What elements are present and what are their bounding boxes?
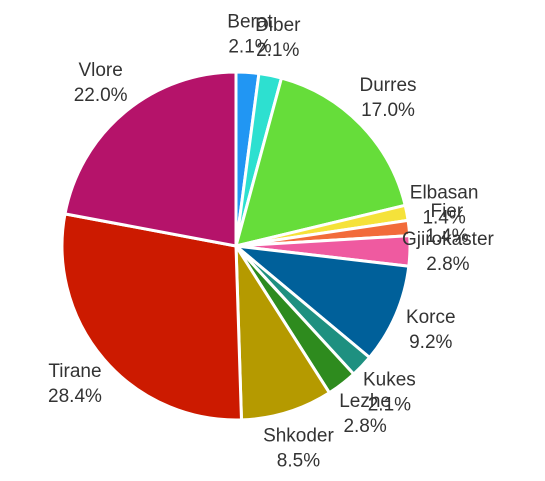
pie-slice — [234, 240, 332, 422]
slice-value-label: 28.4% — [48, 386, 102, 407]
slice-label: Diber — [255, 15, 301, 36]
slice-value-label: 22.0% — [74, 85, 128, 106]
slice-label: Shkoder — [263, 426, 334, 447]
slice-label: Berat — [227, 11, 273, 32]
pie-slice — [231, 243, 411, 360]
slice-value-label: 2.1% — [256, 40, 299, 61]
slice-value-label: 2.1% — [228, 36, 271, 57]
slice-label: Tirane — [48, 361, 101, 382]
slice-label: Gjirokaster — [402, 229, 495, 250]
slice-label: Elbasan — [410, 183, 479, 204]
pie-slice — [233, 76, 407, 249]
slice-value-label: 2.1% — [368, 394, 411, 415]
slice-value-label: 1.4% — [425, 226, 468, 247]
slice-value-label: 9.2% — [409, 332, 452, 353]
slice-label: Kukes — [363, 369, 416, 390]
pie-slice — [60, 212, 244, 422]
slice-value-label: 8.5% — [277, 451, 320, 472]
pie-slice — [63, 70, 238, 248]
slice-value-label: 2.8% — [343, 416, 386, 437]
slice-label: Lezhe — [339, 391, 391, 412]
slice-value-label: 17.0% — [361, 100, 415, 121]
slice-label: Vlore — [78, 60, 122, 81]
slice-label: Korce — [406, 307, 456, 328]
slice-value-label: 1.4% — [422, 208, 465, 229]
slice-label: Fier — [430, 201, 463, 222]
slice-value-label: 2.8% — [426, 254, 469, 275]
slice-label: Durres — [360, 75, 417, 96]
